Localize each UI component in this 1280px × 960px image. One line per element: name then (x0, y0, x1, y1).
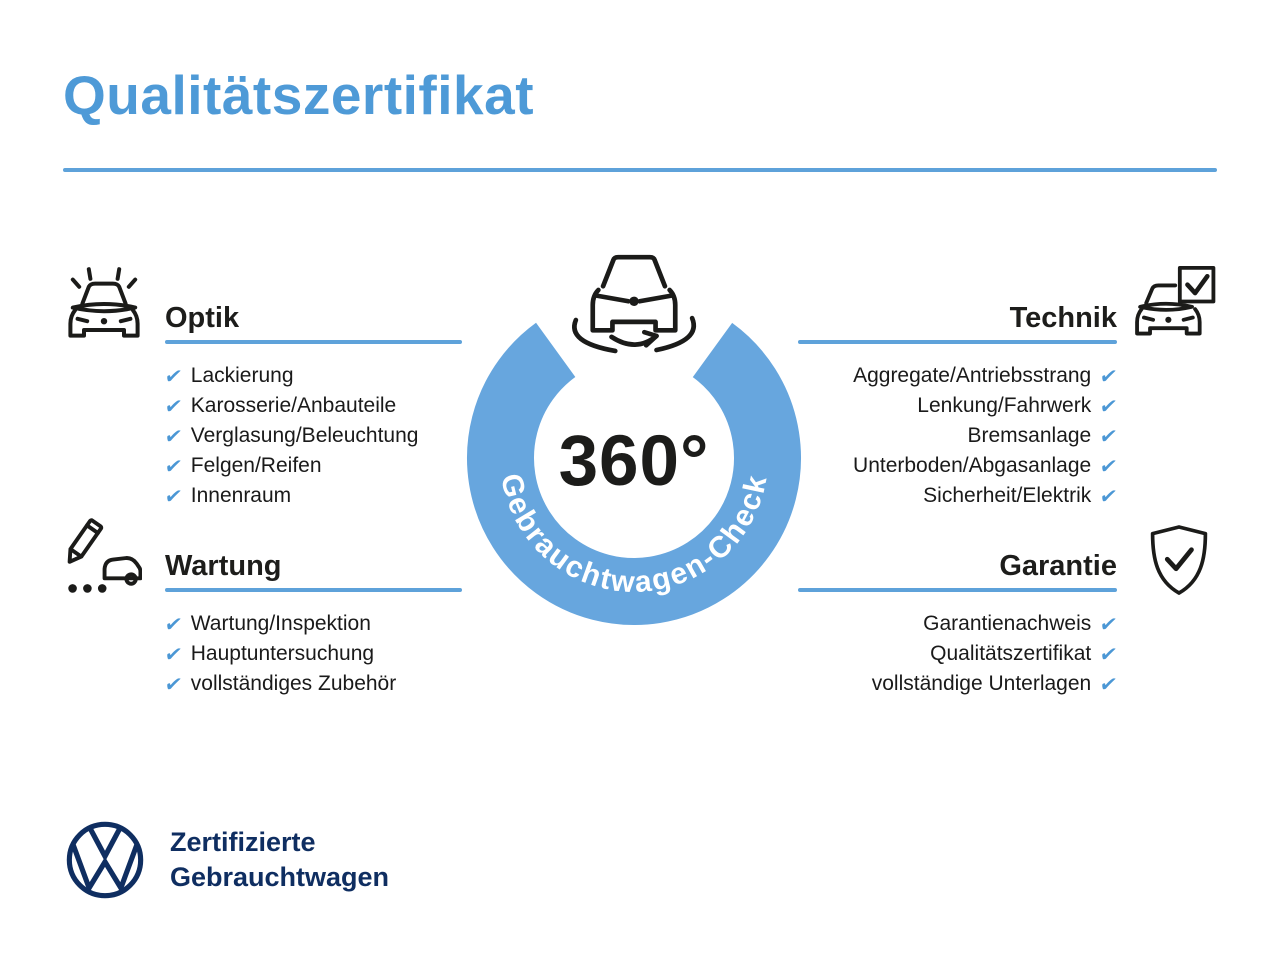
checklist-item: ✔ Felgen/Reifen (162, 451, 462, 481)
check-icon: ✔ (162, 425, 184, 448)
rotating-car-icon (572, 254, 696, 354)
check-icon: ✔ (1098, 365, 1119, 388)
checklist-item: ✔ vollständiges Zubehör (162, 669, 462, 699)
checklist-item: ✔ Hauptuntersuchung (162, 639, 462, 669)
item-label: Garantienachweis (923, 612, 1092, 635)
section-title: Optik (165, 302, 240, 334)
checklist-item: Bremsanlage ✔ (798, 421, 1119, 451)
check-icon: ✔ (1098, 485, 1119, 508)
title-divider (63, 168, 1217, 172)
item-label: Felgen/Reifen (190, 454, 322, 477)
checklist-item: ✔ Innenraum (162, 481, 462, 511)
car-checklist-icon (1134, 264, 1218, 347)
ring-chart: Gebrauchtwagen-Check (467, 291, 801, 625)
section-title: Technik (1009, 302, 1117, 334)
section-divider (165, 340, 462, 344)
page-title: Qualitätszertifikat (63, 64, 535, 126)
check-icon: ✔ (1098, 643, 1119, 666)
checklist: Aggregate/Antriebsstrang ✔ Lenkung/Fahrwe… (798, 361, 1119, 511)
section-title: Garantie (999, 550, 1117, 582)
item-label: Bremsanlage (967, 424, 1092, 447)
badge-360-check: Gebrauchtwagen-Check 360° (464, 254, 804, 628)
section-divider (798, 340, 1117, 344)
item-label: Lackierung (190, 364, 294, 387)
check-icon: ✔ (162, 395, 184, 418)
item-label: vollständige Unterlagen (871, 672, 1092, 695)
item-label: Karosserie/Anbauteile (190, 394, 397, 417)
check-icon: ✔ (162, 613, 184, 636)
check-icon: ✔ (162, 455, 184, 478)
checklist: ✔ Wartung/Inspektion ✔ Hauptuntersuchung ✔… (162, 609, 462, 699)
brand-line-2: Gebrauchtwagen (170, 862, 390, 892)
checklist: Garantienachweis ✔ Qualitätszertifikat ✔ v… (798, 609, 1119, 699)
item-label: Aggregate/Antriebsstrang (853, 364, 1092, 387)
checklist-item: Qualitätszertifikat ✔ (798, 639, 1119, 669)
item-label: Unterboden/Abgasanlage (853, 454, 1092, 477)
section-technik: Technik Aggregate/Antriebsstrang ✔ Lenkun… (798, 260, 1218, 511)
item-label: Innenraum (190, 484, 292, 507)
checklist-item: Lenkung/Fahrwerk ✔ (798, 391, 1119, 421)
checklist-item: vollständige Unterlagen ✔ (798, 669, 1119, 699)
checklist: ✔ Lackierung ✔ Karosserie/Anbauteile ✔ Verg… (162, 361, 462, 511)
check-icon: ✔ (162, 365, 184, 388)
checklist-item: Aggregate/Antriebsstrang ✔ (798, 361, 1119, 391)
check-icon: ✔ (1098, 613, 1119, 636)
section-optik: Optik ✔ Lackierung ✔ Karosserie/Anbauteile… (64, 260, 462, 511)
check-icon: ✔ (162, 643, 184, 666)
footer-brand: Zertifizierte Gebrauchtwagen (63, 818, 389, 907)
item-label: Sicherheit/Elektrik (923, 484, 1092, 507)
section-wartung: Wartung ✔ Wartung/Inspektion ✔ Hauptunters… (64, 516, 462, 699)
item-label: Qualitätszertifikat (930, 642, 1092, 665)
vw-logo-icon (63, 818, 147, 907)
section-title: Wartung (165, 550, 282, 582)
checklist-item: ✔ Karosserie/Anbauteile (162, 391, 462, 421)
badge-value: 360° (558, 422, 710, 501)
item-label: vollständiges Zubehör (190, 672, 397, 695)
check-icon: ✔ (1098, 673, 1119, 696)
item-label: Verglasung/Beleuchtung (190, 424, 419, 447)
checklist-item: Sicherheit/Elektrik ✔ (798, 481, 1119, 511)
item-label: Hauptuntersuchung (190, 642, 375, 665)
pencil-car-icon (64, 518, 143, 603)
section-divider (165, 588, 462, 592)
checklist-item: ✔ Verglasung/Beleuchtung (162, 421, 462, 451)
check-icon: ✔ (1098, 455, 1119, 478)
section-garantie: Garantie Garantienachweis ✔ Qualitätszert… (798, 516, 1218, 699)
item-label: Wartung/Inspektion (190, 612, 371, 635)
item-label: Lenkung/Fahrwerk (917, 394, 1092, 417)
brand-line-1: Zertifizierte (170, 827, 316, 857)
brand-text: Zertifizierte Gebrauchtwagen (170, 825, 389, 895)
check-icon: ✔ (1098, 395, 1119, 418)
shield-check-icon (1146, 522, 1212, 603)
checklist-item: ✔ Wartung/Inspektion (162, 609, 462, 639)
section-divider (798, 588, 1117, 592)
checklist-item: Garantienachweis ✔ (798, 609, 1119, 639)
check-icon: ✔ (162, 673, 184, 696)
car-shine-icon (64, 262, 144, 347)
checklist-item: Unterboden/Abgasanlage ✔ (798, 451, 1119, 481)
check-icon: ✔ (162, 485, 184, 508)
check-icon: ✔ (1098, 425, 1119, 448)
checklist-item: ✔ Lackierung (162, 361, 462, 391)
